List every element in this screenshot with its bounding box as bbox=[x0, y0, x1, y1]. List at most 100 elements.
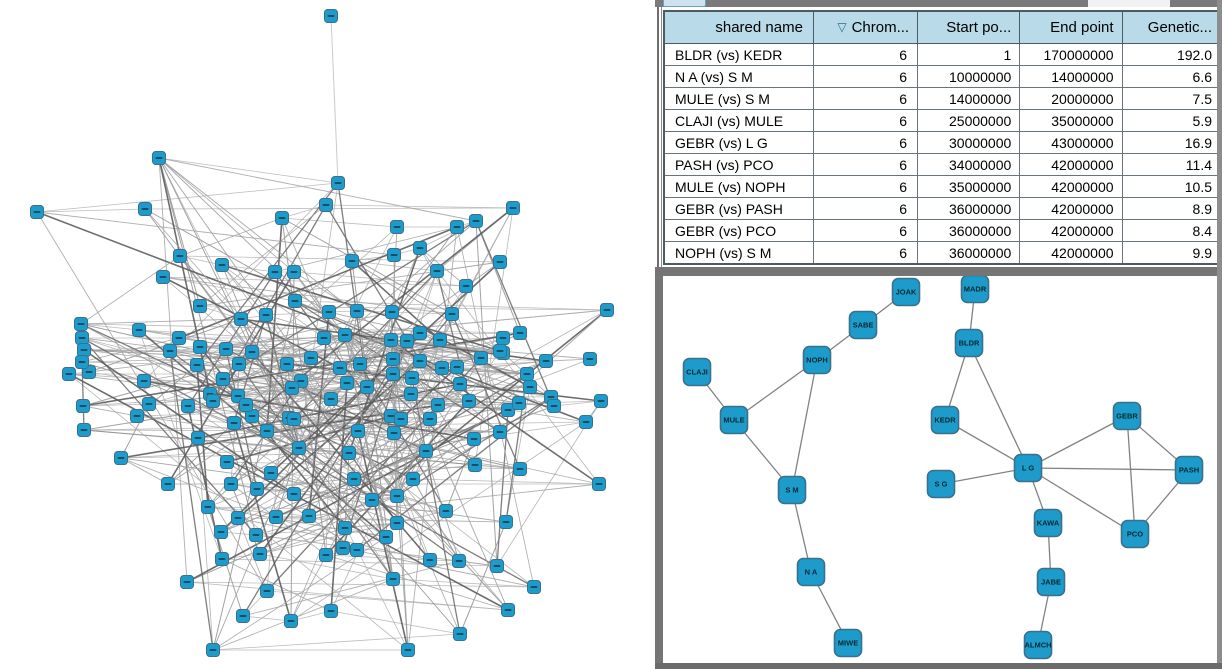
column-header-1[interactable]: ▽ Chrom... bbox=[812, 10, 919, 44]
overview-node[interactable] bbox=[190, 358, 204, 372]
overview-edge[interactable] bbox=[281, 217, 453, 315]
overview-edge[interactable] bbox=[293, 493, 373, 501]
overview-edge[interactable] bbox=[391, 311, 453, 315]
table-cell[interactable]: 9.9 bbox=[1121, 241, 1222, 265]
overview-node[interactable] bbox=[506, 201, 520, 215]
overview-edge[interactable] bbox=[81, 337, 535, 588]
overview-edge[interactable] bbox=[290, 270, 438, 622]
overview-node[interactable] bbox=[433, 333, 447, 347]
overview-node[interactable] bbox=[172, 331, 186, 345]
overview-edge[interactable] bbox=[351, 260, 504, 354]
overview-node[interactable] bbox=[394, 412, 408, 426]
node-MADR[interactable]: MADR bbox=[960, 274, 990, 304]
node-JOAK[interactable]: JOAK bbox=[891, 277, 921, 307]
table-cell[interactable]: 6 bbox=[812, 131, 919, 154]
table-cell[interactable]: 1 bbox=[917, 43, 1021, 66]
overview-edge[interactable] bbox=[242, 615, 292, 622]
overview-edge[interactable] bbox=[293, 271, 346, 336]
table-cell[interactable]: 14000000 bbox=[917, 87, 1021, 110]
overview-edge[interactable] bbox=[391, 247, 421, 313]
table-cell[interactable]: 192.0 bbox=[1121, 43, 1222, 66]
overview-edge[interactable] bbox=[221, 558, 332, 612]
overview-node[interactable] bbox=[520, 367, 534, 381]
overview-node[interactable] bbox=[201, 500, 215, 514]
overview-edge[interactable] bbox=[199, 261, 501, 307]
table-cell[interactable]: 16.9 bbox=[1121, 131, 1222, 154]
overview-node[interactable] bbox=[232, 357, 246, 371]
overview-node[interactable] bbox=[390, 489, 404, 503]
overview-edge[interactable] bbox=[36, 182, 339, 213]
detail-network-canvas[interactable]: JOAK MADR SABE BLDR NOPH CLAJI MULE KEDR GEBR L G… bbox=[655, 267, 1222, 669]
table-cell[interactable]: 20000000 bbox=[1019, 87, 1123, 110]
overview-edge[interactable] bbox=[212, 633, 461, 651]
table-cell[interactable]: 6 bbox=[812, 197, 919, 220]
overview-node[interactable] bbox=[324, 604, 338, 618]
node-KAWA[interactable]: KAWA bbox=[1033, 508, 1063, 538]
overview-node[interactable] bbox=[450, 220, 464, 234]
overview-edge[interactable] bbox=[353, 373, 528, 480]
overview-node[interactable] bbox=[387, 426, 401, 440]
overview-node[interactable] bbox=[338, 328, 352, 342]
filter-icon[interactable]: ▽ bbox=[837, 20, 847, 34]
overview-edge[interactable] bbox=[240, 318, 300, 449]
overview-node[interactable] bbox=[423, 412, 437, 426]
overview-node[interactable] bbox=[260, 584, 274, 598]
table-cell[interactable]: 6.6 bbox=[1121, 65, 1222, 88]
overview-node[interactable] bbox=[250, 482, 264, 496]
overview-edge[interactable] bbox=[237, 309, 608, 519]
overview-node[interactable] bbox=[161, 477, 175, 491]
overview-node[interactable] bbox=[467, 432, 481, 446]
overview-node[interactable] bbox=[137, 374, 151, 388]
overview-node[interactable] bbox=[390, 516, 404, 530]
overview-node[interactable] bbox=[462, 394, 476, 408]
overview-node[interactable] bbox=[583, 352, 597, 366]
overview-edge[interactable] bbox=[245, 334, 346, 406]
overview-node[interactable] bbox=[324, 392, 338, 406]
overview-edge[interactable] bbox=[266, 217, 283, 432]
node-BLDR[interactable]: BLDR bbox=[954, 328, 984, 358]
node-S G[interactable]: S G bbox=[926, 469, 956, 499]
overview-edge[interactable] bbox=[265, 311, 330, 316]
edge-PCO-L G[interactable] bbox=[1027, 467, 1136, 535]
table-row[interactable]: MULE (vs) NOPH 6 35000000 42000000 10.5 bbox=[663, 175, 1222, 198]
overview-edge[interactable] bbox=[475, 220, 555, 407]
edge-GEBR-L G[interactable] bbox=[1027, 415, 1128, 469]
overview-node[interactable] bbox=[384, 333, 398, 347]
table-cell[interactable]: 42000000 bbox=[1019, 175, 1123, 198]
overview-edge[interactable] bbox=[323, 337, 392, 341]
overview-node[interactable] bbox=[439, 504, 453, 518]
overview-edge[interactable] bbox=[221, 264, 276, 273]
overview-edge[interactable] bbox=[167, 271, 295, 485]
overview-node[interactable] bbox=[181, 399, 195, 413]
overview-node[interactable] bbox=[474, 351, 488, 365]
overview-edge[interactable] bbox=[222, 377, 413, 380]
overview-edge[interactable] bbox=[169, 350, 214, 651]
overview-edge[interactable] bbox=[81, 337, 180, 363]
table-cell[interactable]: 42000000 bbox=[1019, 197, 1123, 220]
overview-node[interactable] bbox=[387, 248, 401, 262]
overview-edge[interactable] bbox=[186, 402, 520, 583]
table-cell[interactable]: 6 bbox=[812, 87, 919, 110]
table-cell[interactable]: 42000000 bbox=[1019, 219, 1123, 242]
overview-edge[interactable] bbox=[390, 339, 501, 433]
overview-node[interactable] bbox=[214, 525, 228, 539]
table-row[interactable]: GEBR (vs) L G 6 30000000 43000000 16.9 bbox=[663, 131, 1222, 154]
table-cell[interactable]: MULE (vs) NOPH bbox=[663, 175, 814, 198]
overview-edge[interactable] bbox=[158, 157, 295, 273]
table-cell[interactable]: CLAJI (vs) MULE bbox=[663, 109, 814, 132]
overview-node[interactable] bbox=[138, 202, 152, 216]
overview-edge[interactable] bbox=[410, 207, 514, 395]
overview-node[interactable] bbox=[268, 265, 282, 279]
overview-edge[interactable] bbox=[162, 276, 253, 353]
overview-edge[interactable] bbox=[300, 339, 392, 382]
overview-node[interactable] bbox=[30, 205, 44, 219]
overview-node[interactable] bbox=[350, 304, 364, 318]
overview-node[interactable] bbox=[513, 462, 527, 476]
overview-edge[interactable] bbox=[81, 337, 257, 536]
overview-node[interactable] bbox=[453, 377, 467, 391]
overview-node[interactable] bbox=[156, 270, 170, 284]
overview-edge[interactable] bbox=[274, 226, 458, 273]
overview-edge[interactable] bbox=[371, 309, 608, 501]
overview-edge[interactable] bbox=[411, 377, 531, 388]
overview-edge[interactable] bbox=[120, 457, 169, 485]
